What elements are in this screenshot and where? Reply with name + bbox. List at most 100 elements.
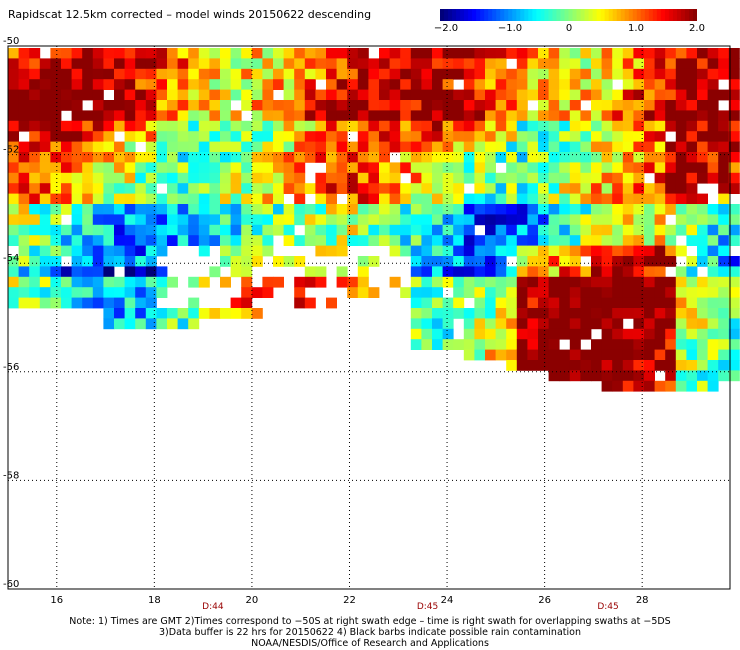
swath-cell (389, 58, 401, 70)
swath-cell (432, 48, 443, 59)
swath-cell (506, 100, 518, 111)
swath-cell (220, 152, 231, 163)
swath-cell (686, 162, 698, 174)
swath-cell (326, 131, 337, 142)
swath-cell (145, 276, 157, 288)
swath-cell (241, 256, 253, 267)
swath-cell (294, 287, 306, 298)
swath-cell (39, 276, 51, 288)
swath-cell (569, 245, 581, 257)
swath-cell (697, 360, 708, 371)
swath-cell (357, 162, 369, 174)
swath-cell (463, 152, 475, 163)
swath-cell (569, 152, 581, 163)
swath-cell (188, 131, 200, 142)
swath-cell (697, 349, 708, 361)
swath-cell (209, 58, 221, 70)
swath-cell (294, 79, 306, 90)
swath-cell (548, 318, 560, 330)
swath-cell (29, 162, 41, 174)
swath-cell (559, 68, 571, 80)
swath-cell (538, 245, 549, 257)
swath-cell (707, 172, 719, 184)
swath-cell (538, 308, 549, 319)
swath-cell (167, 120, 178, 132)
swath-cell (516, 287, 528, 298)
swath-cell (188, 193, 200, 205)
swath-cell (188, 297, 200, 309)
swath-cell (654, 162, 666, 174)
swath-cell (8, 266, 19, 278)
colorbar-segment (568, 9, 574, 21)
swath-cell (675, 110, 687, 122)
swath-cell (654, 152, 666, 163)
swath-cell (453, 266, 465, 278)
swath-cell (410, 235, 422, 246)
swath-cell (718, 276, 730, 288)
swath-cell (39, 287, 51, 298)
swath-cell (463, 308, 475, 319)
swath-cell (135, 58, 147, 70)
swath-cell (103, 48, 115, 59)
swath-cell (707, 360, 719, 371)
swath-cell (644, 256, 655, 267)
swath-cell (644, 339, 655, 350)
swath-cell (548, 256, 560, 267)
swath-cell (347, 162, 359, 174)
swath-cell (601, 349, 613, 361)
swath-cell (463, 89, 475, 101)
swath-cell (379, 110, 390, 122)
swath-cell (379, 68, 390, 80)
swath-cell (474, 235, 486, 246)
swath-cell (432, 89, 443, 101)
swath-cell (8, 204, 19, 215)
swath-cell (379, 141, 390, 153)
swath-cell (686, 110, 698, 122)
swath-cell (124, 245, 136, 257)
swath-cell (283, 131, 295, 142)
swath-cell (50, 235, 62, 246)
swath-cell (294, 214, 306, 226)
swath-cell (633, 360, 645, 371)
swath-cell (506, 204, 518, 215)
swath-cell (336, 110, 348, 122)
swath-cell (548, 152, 560, 163)
swath-cell (453, 256, 465, 267)
swath-cell (315, 141, 327, 153)
swath-cell (315, 120, 327, 132)
swath-cell (82, 141, 94, 153)
swath-cell (220, 89, 231, 101)
swath-cell (686, 89, 698, 101)
swath-cell (506, 152, 518, 163)
swath-cell (686, 370, 698, 382)
swath-cell (124, 287, 136, 298)
swath-cell (209, 100, 221, 111)
swath-cell (273, 256, 284, 267)
swath-cell (728, 89, 740, 101)
colorbar-segment (604, 9, 610, 21)
swath-cell (622, 79, 634, 90)
swath-cell (29, 120, 41, 132)
swath-cell (474, 120, 486, 132)
swath-cell (410, 214, 422, 226)
swath-cell (61, 287, 72, 298)
swath-cell (495, 110, 507, 122)
swath-cell (644, 141, 655, 153)
swath-cell (580, 141, 592, 153)
swath-cell (283, 224, 295, 236)
swath-cell (548, 120, 560, 132)
swath-cell (686, 276, 698, 288)
swath-cell (442, 79, 454, 90)
latitude-label: -56 (3, 362, 19, 373)
swath-cell (389, 131, 401, 142)
swath-cell (39, 193, 51, 205)
swath-cell (357, 193, 369, 205)
swath-cell (474, 349, 486, 361)
swath-cell (124, 162, 136, 174)
swath-cell (124, 110, 136, 122)
swath-cell (357, 256, 369, 267)
swath-cell (114, 68, 125, 80)
swath-cell (135, 162, 147, 174)
colorbar-segment (524, 9, 529, 21)
swath-cell (654, 224, 666, 236)
